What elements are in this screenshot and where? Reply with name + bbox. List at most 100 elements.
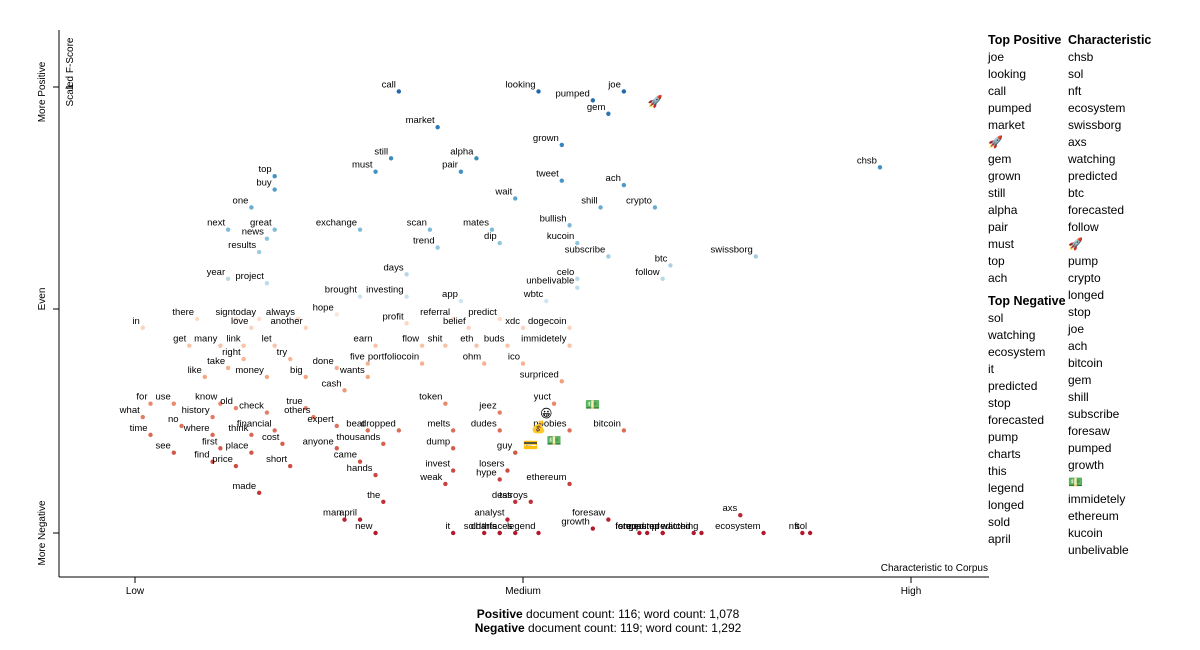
- term-label[interactable]: must: [352, 160, 373, 171]
- term-label[interactable]: wants: [339, 365, 365, 376]
- data-point[interactable]: [753, 254, 758, 259]
- term-label[interactable]: next: [207, 218, 225, 229]
- data-point[interactable]: [761, 530, 766, 536]
- data-point[interactable]: [575, 285, 580, 290]
- term-label[interactable]: april: [339, 508, 357, 519]
- term-label[interactable]: try: [277, 347, 288, 358]
- top-negative-item[interactable]: this: [988, 464, 1007, 478]
- data-point[interactable]: [357, 227, 363, 232]
- data-point[interactable]: [373, 530, 378, 536]
- term-label[interactable]: dudes: [471, 418, 497, 429]
- data-point[interactable]: [210, 432, 215, 438]
- term-label[interactable]: hope: [313, 302, 334, 313]
- characteristic-item[interactable]: 🚀: [1068, 237, 1083, 251]
- characteristic-item[interactable]: 💵: [1068, 475, 1083, 489]
- term-label[interactable]: made: [232, 481, 256, 492]
- data-point[interactable]: [497, 410, 502, 415]
- term-label[interactable]: yuct: [534, 392, 552, 403]
- data-point[interactable]: [280, 441, 285, 446]
- top-positive-item[interactable]: gem: [988, 152, 1012, 166]
- term-label[interactable]: watching: [660, 521, 699, 532]
- term-label[interactable]: hype: [476, 467, 497, 478]
- data-point[interactable]: [342, 517, 347, 522]
- term-label[interactable]: first: [202, 436, 218, 447]
- characteristic-item[interactable]: shill: [1068, 390, 1089, 404]
- top-positive-item[interactable]: 🚀: [988, 135, 1003, 149]
- term-label[interactable]: still: [374, 146, 388, 157]
- term-label[interactable]: find: [194, 450, 209, 461]
- term-label[interactable]: predicted: [652, 521, 691, 532]
- term-label[interactable]: alpha: [450, 146, 474, 157]
- term-label[interactable]: charts: [471, 521, 497, 532]
- term-label[interactable]: jeez: [478, 401, 497, 412]
- data-point[interactable]: [551, 401, 557, 406]
- data-point[interactable]: [513, 499, 518, 504]
- term-label[interactable]: bullish: [540, 213, 567, 224]
- term-label[interactable]: where: [183, 423, 210, 434]
- term-label[interactable]: token: [419, 392, 442, 403]
- rocket-icon[interactable]: 🚀: [647, 94, 662, 108]
- data-point[interactable]: [311, 414, 316, 420]
- data-point[interactable]: [256, 249, 262, 255]
- term-label[interactable]: always: [266, 307, 295, 318]
- term-label[interactable]: price: [212, 454, 233, 465]
- data-point[interactable]: [365, 374, 370, 380]
- data-point[interactable]: [497, 240, 502, 246]
- term-label[interactable]: wait: [494, 187, 512, 198]
- data-point[interactable]: [505, 468, 510, 473]
- term-label[interactable]: it: [445, 521, 450, 532]
- data-point[interactable]: [450, 468, 456, 473]
- data-point[interactable]: [365, 428, 370, 433]
- characteristic-item[interactable]: btc: [1068, 186, 1085, 200]
- term-label[interactable]: chsb: [857, 155, 877, 166]
- data-point[interactable]: [249, 432, 254, 438]
- data-point[interactable]: [482, 530, 487, 536]
- term-label[interactable]: sold: [464, 521, 481, 532]
- data-point[interactable]: [567, 343, 572, 348]
- characteristic-item[interactable]: sol: [1068, 67, 1084, 81]
- data-point[interactable]: [202, 374, 208, 380]
- data-point[interactable]: [621, 182, 627, 188]
- data-point[interactable]: [264, 281, 270, 286]
- term-label[interactable]: scan: [407, 218, 427, 229]
- data-point[interactable]: [590, 98, 596, 103]
- data-point[interactable]: [738, 512, 743, 518]
- term-label[interactable]: many: [194, 334, 217, 345]
- characteristic-item[interactable]: watching: [1068, 152, 1116, 166]
- term-label[interactable]: see: [155, 441, 170, 452]
- term-label[interactable]: flow: [402, 334, 419, 345]
- term-label[interactable]: for: [136, 392, 147, 403]
- data-point[interactable]: [373, 169, 378, 174]
- data-point[interactable]: [342, 388, 347, 393]
- term-label[interactable]: destroys: [492, 490, 528, 501]
- term-label[interactable]: no: [168, 414, 179, 425]
- banknote-icon[interactable]: 💵: [547, 433, 562, 447]
- top-negative-item[interactable]: pump: [988, 430, 1019, 444]
- characteristic-item[interactable]: ecosystem: [1068, 101, 1126, 115]
- top-negative-item[interactable]: it: [988, 362, 994, 376]
- data-point[interactable]: [606, 111, 611, 116]
- data-point[interactable]: [404, 272, 409, 277]
- characteristic-item[interactable]: gem: [1068, 373, 1092, 387]
- characteristic-item[interactable]: joe: [1068, 322, 1085, 336]
- data-point[interactable]: [225, 365, 231, 371]
- top-positive-item[interactable]: alpha: [988, 203, 1018, 217]
- term-label[interactable]: came: [334, 450, 357, 461]
- data-point[interactable]: [404, 294, 409, 299]
- data-point[interactable]: [435, 245, 440, 250]
- term-label[interactable]: looking: [505, 79, 535, 90]
- term-label[interactable]: big: [290, 365, 303, 376]
- data-point[interactable]: [660, 276, 665, 281]
- term-label[interactable]: legend: [507, 521, 536, 532]
- data-point[interactable]: [218, 343, 223, 348]
- term-label[interactable]: invest: [425, 459, 450, 470]
- top-positive-item[interactable]: pumped: [988, 101, 1032, 115]
- term-label[interactable]: take: [207, 356, 225, 367]
- data-point[interactable]: [272, 187, 277, 192]
- term-label[interactable]: history: [182, 405, 210, 416]
- data-point[interactable]: [272, 343, 277, 348]
- term-label[interactable]: btc: [655, 253, 668, 264]
- term-label[interactable]: buy: [256, 178, 272, 189]
- data-point[interactable]: [303, 325, 308, 331]
- data-point[interactable]: [218, 446, 223, 451]
